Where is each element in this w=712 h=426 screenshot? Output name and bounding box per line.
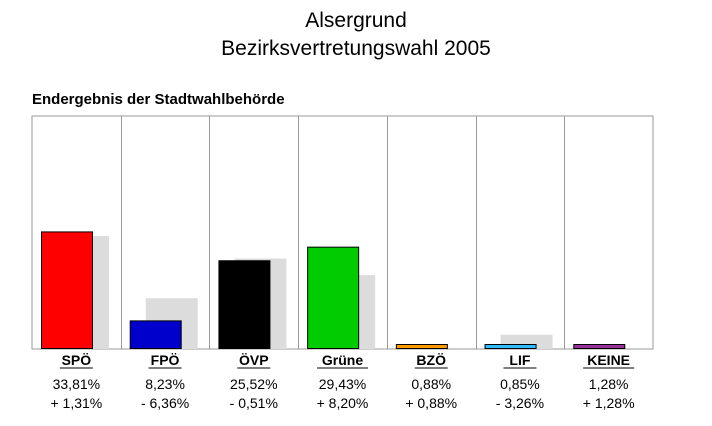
result-bar-bzö: [395, 344, 448, 349]
category-label: FPÖ: [151, 352, 180, 368]
percent-label: 33,81%: [53, 376, 100, 392]
change-label: + 8,20%: [317, 395, 369, 411]
result-bar-keine: [573, 344, 626, 349]
result-bar-fpö: [129, 320, 182, 349]
category-label: SPÖ: [62, 352, 92, 368]
change-label: + 0,88%: [405, 395, 457, 411]
change-label: + 1,28%: [583, 395, 635, 411]
percent-label: 29,43%: [319, 376, 366, 392]
result-bar-grüne: [307, 246, 360, 350]
change-label: - 3,26%: [496, 395, 544, 411]
chart-subtitle: Bezirksvertretungswahl 2005: [221, 37, 491, 60]
category-label: Grüne: [322, 352, 363, 368]
category-label: ÖVP: [239, 352, 269, 368]
result-bar-övp: [218, 260, 271, 349]
category-label: BZÖ: [416, 352, 446, 368]
percent-label: 8,23%: [145, 376, 185, 392]
chart-title: Alsergrund: [305, 9, 407, 32]
result-bar-lif: [484, 344, 537, 349]
change-label: - 6,36%: [141, 395, 189, 411]
category-label: LIF: [509, 352, 530, 368]
percent-label: 1,28%: [589, 376, 629, 392]
category-label: KEINE: [587, 352, 630, 368]
percent-label: 0,88%: [411, 376, 451, 392]
source-note: Endergebnis der Stadtwahlbehörde: [32, 91, 285, 108]
percent-label: 25,52%: [230, 376, 277, 392]
change-label: + 1,31%: [50, 395, 102, 411]
percent-label: 0,85%: [500, 376, 540, 392]
result-bar-spö: [41, 231, 93, 349]
change-label: - 0,51%: [230, 395, 278, 411]
